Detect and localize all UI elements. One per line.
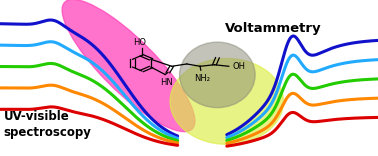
Text: NH₂: NH₂ bbox=[194, 74, 210, 83]
Text: HO: HO bbox=[133, 38, 146, 47]
Ellipse shape bbox=[180, 42, 255, 108]
Text: UV-visible
spectroscopy: UV-visible spectroscopy bbox=[4, 110, 91, 139]
Text: Voltammetry: Voltammetry bbox=[225, 22, 322, 35]
Text: OH: OH bbox=[232, 62, 246, 71]
Text: HN: HN bbox=[161, 78, 174, 87]
Ellipse shape bbox=[62, 0, 195, 132]
Ellipse shape bbox=[170, 58, 284, 144]
